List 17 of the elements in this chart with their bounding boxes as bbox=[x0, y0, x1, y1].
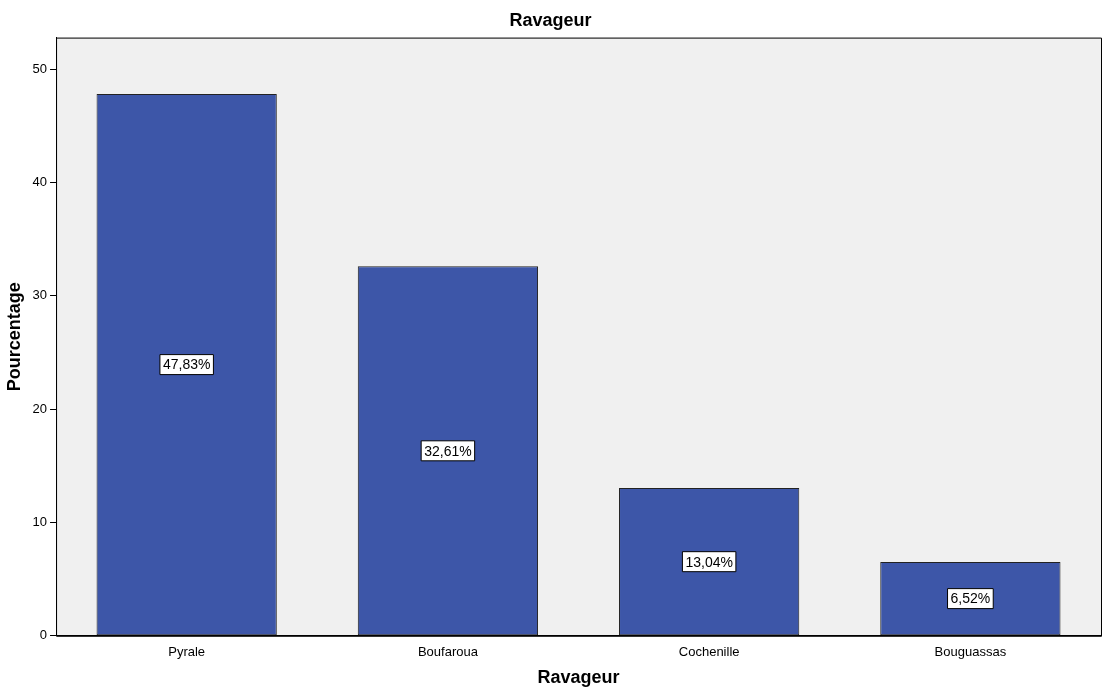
x-tick-label: Boufaroua bbox=[417, 644, 479, 660]
y-tick-label: 10 bbox=[32, 514, 48, 530]
y-tick-label: 0 bbox=[39, 627, 48, 643]
chart-title: Ravageur bbox=[509, 9, 592, 30]
x-axis-title: Ravageur bbox=[537, 667, 620, 688]
data-label: 13,04% bbox=[685, 553, 733, 570]
data-label: 6,52% bbox=[950, 590, 991, 607]
y-tick-label: 20 bbox=[32, 400, 48, 416]
y-tick-label: 50 bbox=[32, 60, 48, 76]
x-tick-label: Pyrale bbox=[168, 644, 206, 660]
x-tick-label: Cochenille bbox=[678, 644, 740, 660]
y-tick-label: 30 bbox=[32, 287, 48, 303]
data-label: 47,83% bbox=[162, 356, 211, 373]
y-tick-label: 40 bbox=[32, 174, 48, 190]
x-tick-label: Bouguassas bbox=[934, 644, 1007, 660]
y-axis-title: Pourcentage bbox=[3, 282, 24, 392]
data-label: 32,61% bbox=[424, 442, 472, 459]
